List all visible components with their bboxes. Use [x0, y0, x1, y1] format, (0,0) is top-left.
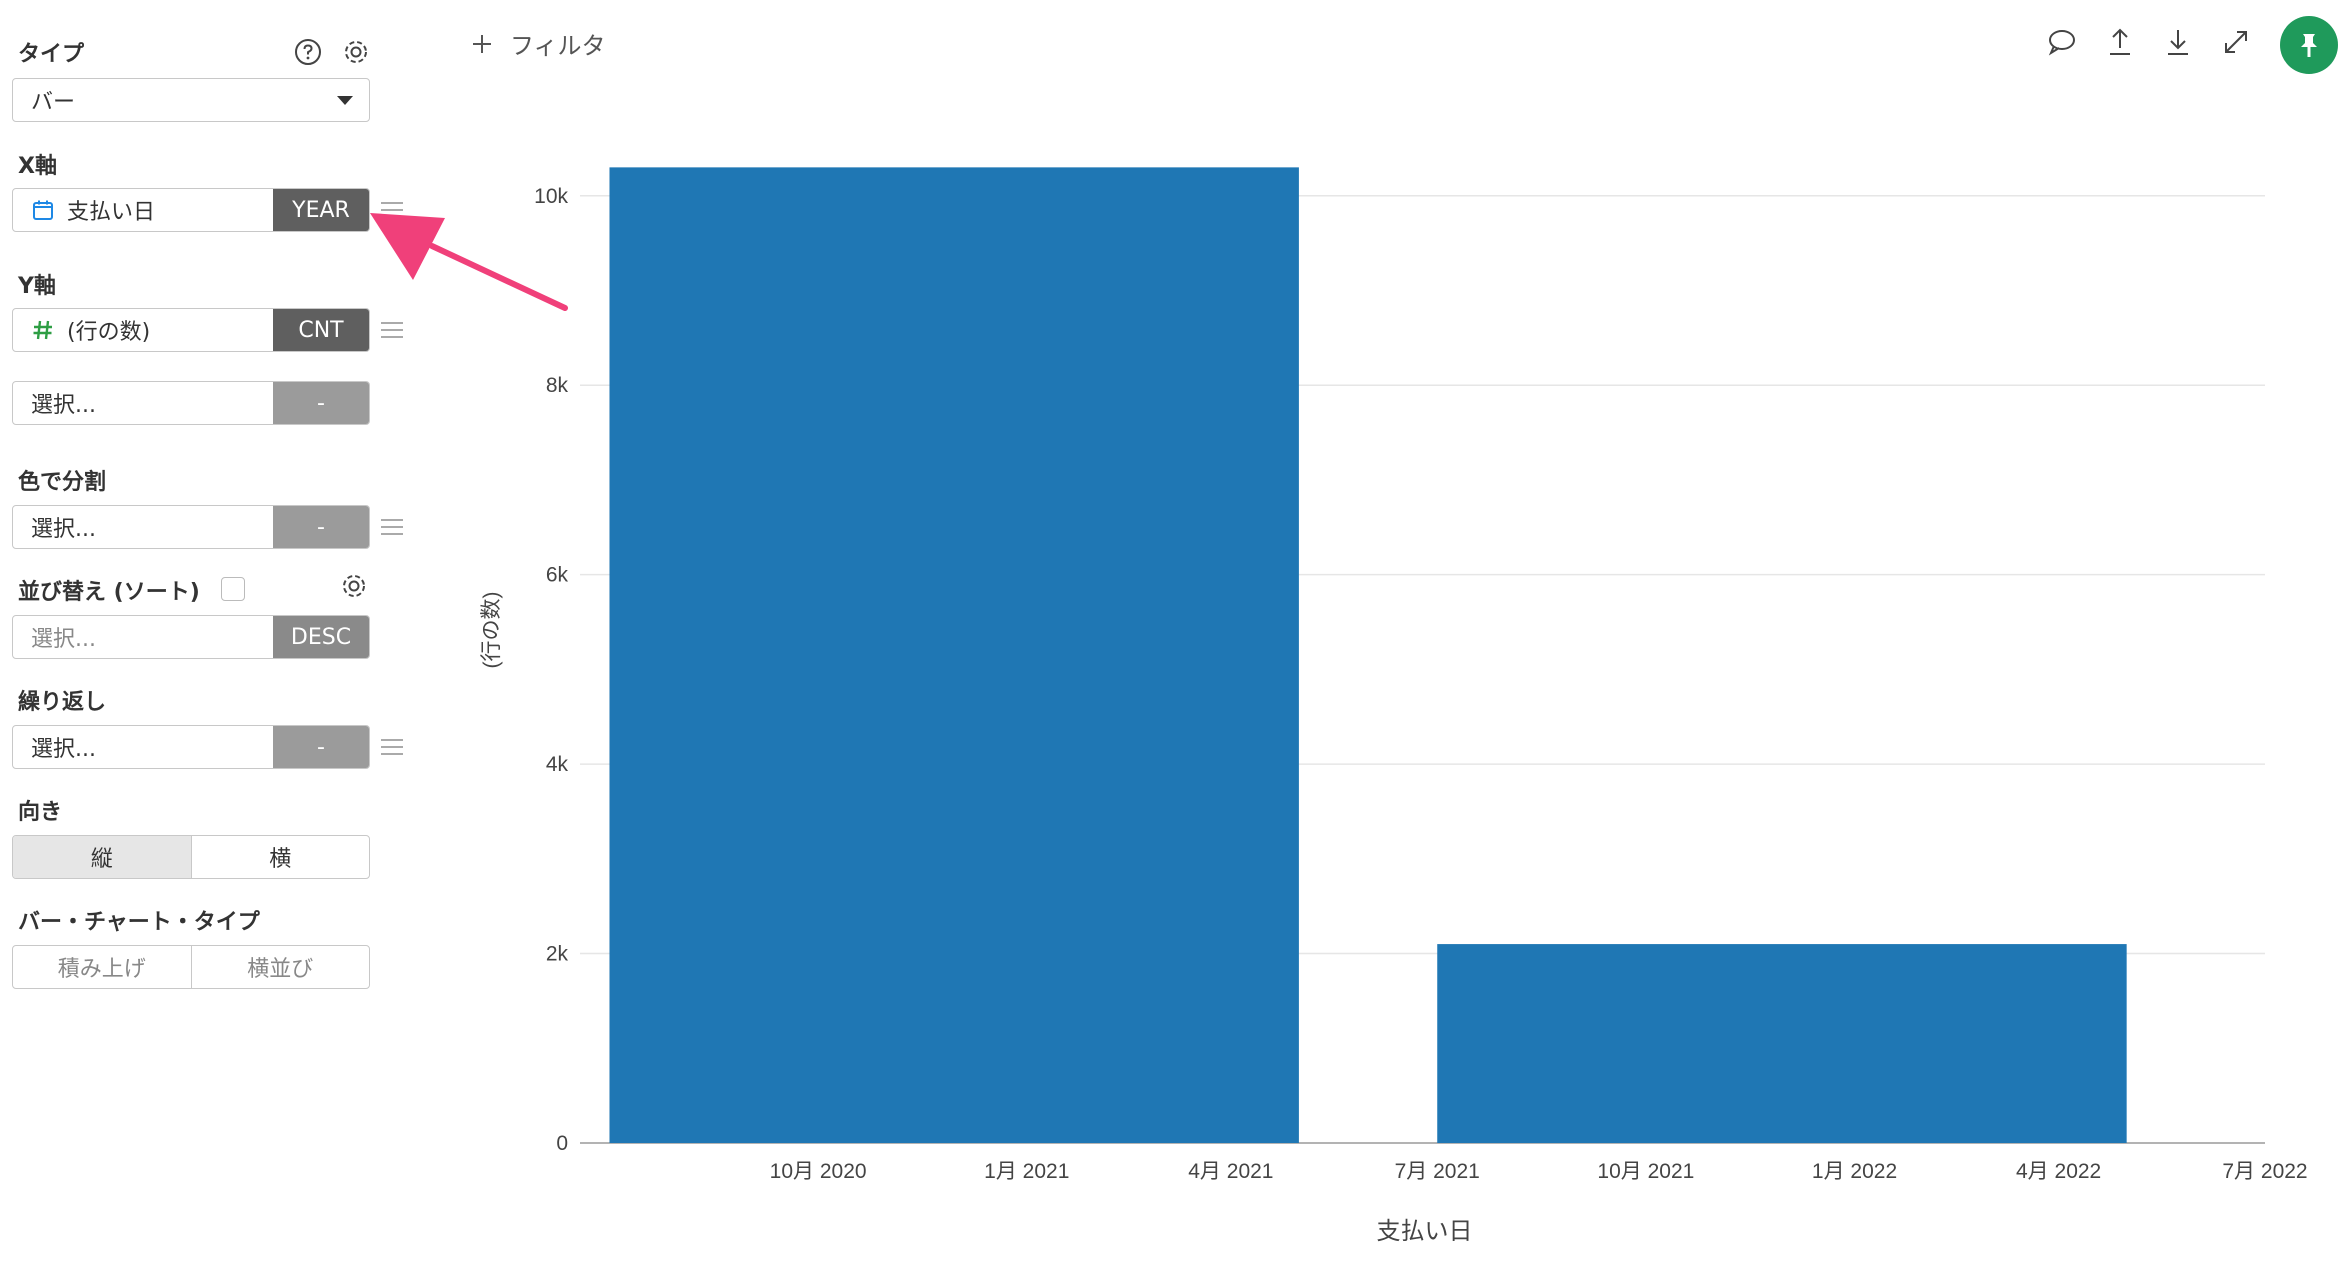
y-axis-second-field[interactable]: 選択... - — [12, 381, 370, 425]
repeat-menu-icon[interactable] — [381, 739, 403, 757]
color-split-menu-icon[interactable] — [381, 519, 403, 537]
orientation-vertical-option[interactable]: 縦 — [13, 836, 191, 878]
x-axis-field-value: 支払い日 — [67, 200, 156, 225]
sort-order-button[interactable]: DESC — [273, 616, 369, 658]
download-icon[interactable] — [2162, 26, 2194, 62]
sort-placeholder: 選択... — [31, 627, 96, 652]
orientation-toggle[interactable]: 縦 横 — [12, 835, 370, 879]
color-split-field[interactable]: 選択... - — [12, 505, 370, 549]
y-tick-label: 0 — [556, 1132, 568, 1155]
bar-2020 — [609, 167, 1299, 1144]
y-axis-second-placeholder: 選択... — [31, 393, 96, 418]
y-axis-title: (行の数) — [480, 592, 503, 669]
x-axis-title: 支払い日 — [1377, 1218, 1473, 1245]
help-icon[interactable] — [292, 36, 324, 68]
y-axis-menu-icon[interactable] — [381, 322, 403, 340]
y-axis-field[interactable]: (行の数) CNT — [12, 308, 370, 352]
x-tick-label: 10月 2021 — [1597, 1160, 1694, 1183]
chevron-down-icon — [337, 95, 353, 105]
sort-field[interactable]: 選択... DESC — [12, 615, 370, 659]
x-tick-label: 4月 2022 — [2016, 1160, 2101, 1183]
x-tick-label: 7月 2021 — [1395, 1160, 1480, 1183]
repeat-agg-button[interactable]: - — [273, 726, 369, 768]
sort-label: 並び替え (ソート) — [18, 580, 200, 605]
y-tick-label: 10k — [534, 185, 568, 208]
chart-type-select[interactable]: バー — [12, 78, 370, 122]
repeat-placeholder: 選択... — [31, 737, 96, 762]
y-tick-label: 4k — [546, 753, 569, 776]
x-tick-label: 1月 2022 — [1812, 1160, 1897, 1183]
x-axis-label: X軸 — [18, 154, 57, 179]
repeat-field[interactable]: 選択... - — [12, 725, 370, 769]
add-filter-button[interactable]: フィルタ — [470, 26, 606, 61]
bar-chart-type-label: バー・チャート・タイプ — [18, 910, 260, 935]
x-axis-menu-icon[interactable] — [381, 202, 403, 220]
bar-chart: 0 2k 4k 6k 8k 10k 10月 2020 1月 2021 4月 2021 7月 202… — [480, 167, 2308, 1245]
x-tick-label: 4月 2021 — [1188, 1160, 1273, 1183]
plus-icon — [473, 34, 491, 53]
y-axis-second-agg-button[interactable]: - — [273, 382, 369, 424]
x-tick-label: 1月 2021 — [984, 1160, 1069, 1183]
x-axis-agg-button[interactable]: YEAR — [273, 189, 369, 231]
color-split-label: 色で分割 — [18, 470, 107, 495]
bar-2021 — [1437, 944, 2127, 1143]
y-tick-label: 6k — [546, 564, 569, 587]
bar-type-side-by-side-option[interactable]: 横並び — [190, 946, 370, 988]
repeat-label: 繰り返し — [18, 690, 107, 715]
y-axis-field-value: (行の数) — [67, 320, 151, 345]
hash-icon — [31, 318, 55, 342]
x-tick-label: 10月 2020 — [770, 1160, 867, 1183]
gear-icon[interactable] — [340, 36, 372, 68]
bar-chart-type-toggle[interactable]: 積み上げ 横並び — [12, 945, 370, 989]
chart-config-panel: タイプ バー X軸 支払い日 YEAR Y軸 — [0, 0, 420, 1264]
pin-button[interactable] — [2280, 16, 2338, 74]
bar-type-stacked-option[interactable]: 積み上げ — [57, 957, 146, 982]
comment-icon[interactable] — [2046, 26, 2078, 62]
type-label: タイプ — [18, 42, 85, 67]
filter-label: フィルタ — [510, 32, 606, 60]
y-axis-agg-button[interactable]: CNT — [273, 309, 369, 351]
sort-gear-icon[interactable] — [338, 570, 370, 602]
y-tick-label: 2k — [546, 943, 569, 966]
y-axis-label: Y軸 — [18, 274, 56, 299]
upload-icon[interactable] — [2104, 26, 2136, 62]
color-split-agg-button[interactable]: - — [273, 506, 369, 548]
chart-type-value: バー — [31, 90, 76, 115]
orientation-label: 向き — [18, 800, 63, 825]
sort-checkbox[interactable] — [221, 577, 245, 601]
expand-icon[interactable] — [2220, 26, 2252, 62]
color-split-placeholder: 選択... — [31, 517, 96, 542]
x-tick-label: 7月 2022 — [2222, 1160, 2307, 1183]
pin-icon — [2301, 34, 2317, 57]
y-tick-label: 8k — [546, 374, 569, 397]
calendar-icon — [31, 198, 55, 222]
x-axis-field[interactable]: 支払い日 YEAR — [12, 188, 370, 232]
orientation-horizontal-option[interactable]: 横 — [190, 836, 370, 878]
